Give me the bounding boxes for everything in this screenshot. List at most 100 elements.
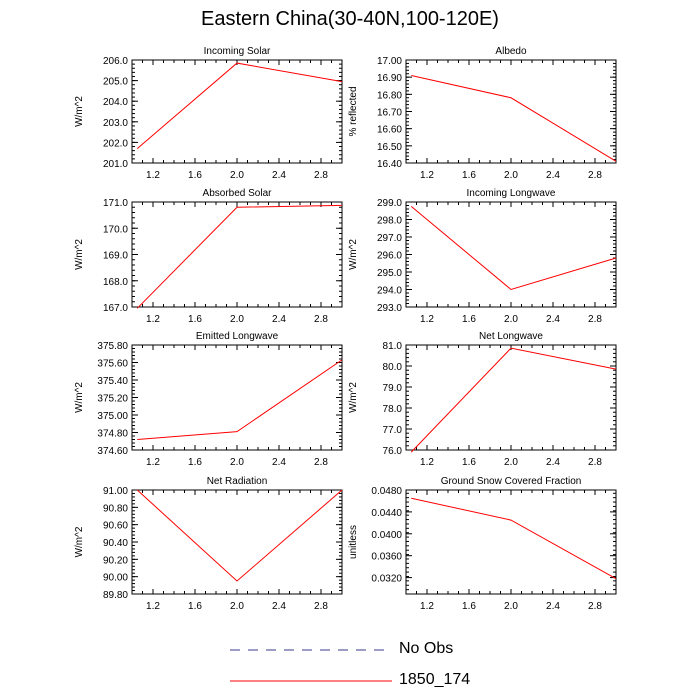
y-tick-label: 375.20 bbox=[97, 394, 128, 405]
y-tick-label: 90.00 bbox=[103, 573, 128, 584]
y-tick-label: 293.0 bbox=[377, 303, 402, 314]
series-line-1850-174 bbox=[410, 205, 617, 291]
x-tick-label: 2.0 bbox=[504, 314, 518, 325]
panel-frame-emitted-longwave bbox=[131, 344, 343, 451]
y-axis-label-ground-snow-covered-fraction: unitless bbox=[348, 525, 359, 559]
x-tick-label: 1.2 bbox=[146, 601, 160, 612]
series-line-1850-174 bbox=[136, 489, 343, 582]
y-tick-label: 202.0 bbox=[103, 138, 128, 149]
figure-title: Eastern China(30-40N,100-120E) bbox=[201, 8, 499, 30]
y-tick-label: 203.0 bbox=[103, 118, 128, 129]
panel-frame-net-radiation bbox=[131, 489, 343, 595]
y-tick-label: 375.40 bbox=[97, 376, 128, 387]
x-tick-label: 2.4 bbox=[272, 314, 286, 325]
panel-frame-incoming-longwave bbox=[405, 201, 617, 308]
y-tick-label: 204.0 bbox=[103, 97, 128, 108]
y-tick-label: 90.60 bbox=[103, 521, 128, 532]
y-tick-label: 0.0400 bbox=[371, 530, 402, 541]
x-tick-label: 1.2 bbox=[146, 314, 160, 325]
y-axis-label-incoming-longwave: W/m^2 bbox=[348, 239, 359, 270]
y-tick-label: 16.60 bbox=[377, 125, 402, 136]
x-tick-label: 2.8 bbox=[588, 457, 602, 468]
y-tick-label: 295.0 bbox=[377, 268, 402, 279]
y-tick-label: 298.0 bbox=[377, 216, 402, 227]
x-tick-label: 2.8 bbox=[314, 314, 328, 325]
y-tick-label: 76.0 bbox=[383, 446, 403, 457]
panel-title-incoming-longwave: Incoming Longwave bbox=[467, 188, 556, 199]
x-tick-label: 1.6 bbox=[462, 457, 476, 468]
y-tick-label: 0.0320 bbox=[371, 574, 402, 585]
series-line-1850-174 bbox=[411, 74, 617, 162]
x-tick-label: 2.0 bbox=[504, 170, 518, 181]
panel-title-incoming-solar: Incoming Solar bbox=[204, 46, 271, 57]
y-tick-label: 78.0 bbox=[383, 404, 403, 415]
x-tick-label: 2.0 bbox=[230, 314, 244, 325]
x-tick-label: 1.2 bbox=[420, 314, 434, 325]
series-line-1850-174 bbox=[136, 204, 343, 309]
panel-title-absorbed-solar: Absorbed Solar bbox=[203, 188, 273, 199]
y-axis-label-incoming-solar: W/m^2 bbox=[74, 96, 85, 127]
x-tick-label: 2.0 bbox=[504, 601, 518, 612]
panel-title-ground-snow-covered-fraction: Ground Snow Covered Fraction bbox=[441, 476, 582, 487]
y-tick-label: 79.0 bbox=[383, 383, 403, 394]
y-axis-label-absorbed-solar: W/m^2 bbox=[74, 239, 85, 270]
y-tick-label: 299.0 bbox=[377, 198, 402, 209]
x-tick-label: 2.0 bbox=[230, 457, 244, 468]
x-tick-label: 2.8 bbox=[314, 170, 328, 181]
x-tick-label: 1.6 bbox=[462, 170, 476, 181]
y-axis-label-albedo: % reflected bbox=[348, 86, 359, 136]
y-tick-label: 171.0 bbox=[103, 198, 128, 209]
y-tick-label: 90.80 bbox=[103, 503, 128, 514]
x-tick-label: 2.4 bbox=[546, 457, 560, 468]
x-tick-label: 1.6 bbox=[462, 314, 476, 325]
x-tick-label: 1.6 bbox=[188, 170, 202, 181]
y-tick-label: 170.0 bbox=[103, 224, 128, 235]
y-tick-label: 0.0480 bbox=[371, 486, 402, 497]
series-line-1850-174 bbox=[136, 62, 343, 149]
y-tick-label: 375.60 bbox=[97, 359, 128, 370]
y-tick-label: 0.0360 bbox=[371, 552, 402, 563]
y-tick-label: 206.0 bbox=[103, 56, 128, 67]
x-tick-label: 1.6 bbox=[188, 601, 202, 612]
x-tick-label: 2.4 bbox=[272, 170, 286, 181]
y-tick-label: 205.0 bbox=[103, 77, 128, 88]
y-tick-label: 16.50 bbox=[377, 142, 402, 153]
y-tick-label: 167.0 bbox=[103, 303, 128, 314]
x-tick-label: 2.4 bbox=[546, 314, 560, 325]
y-tick-label: 374.80 bbox=[97, 429, 128, 440]
x-tick-label: 2.0 bbox=[230, 170, 244, 181]
y-tick-label: 296.0 bbox=[377, 251, 402, 262]
panel-frame-ground-snow-covered-fraction bbox=[405, 489, 617, 595]
x-tick-label: 2.4 bbox=[546, 601, 560, 612]
panel-title-net-longwave: Net Longwave bbox=[479, 331, 543, 342]
panel-frame-absorbed-solar bbox=[131, 201, 343, 308]
y-tick-label: 91.00 bbox=[103, 486, 128, 497]
panel-title-albedo: Albedo bbox=[495, 46, 527, 57]
y-axis-label-net-radiation: W/m^2 bbox=[74, 526, 85, 557]
series-line-1850-174 bbox=[411, 497, 617, 580]
y-tick-label: 17.00 bbox=[377, 56, 402, 67]
x-tick-label: 2.8 bbox=[314, 601, 328, 612]
y-tick-label: 90.40 bbox=[103, 538, 128, 549]
y-tick-label: 374.60 bbox=[97, 446, 128, 457]
x-tick-label: 1.6 bbox=[188, 314, 202, 325]
y-tick-label: 90.20 bbox=[103, 555, 128, 566]
y-tick-label: 169.0 bbox=[103, 251, 128, 262]
panel-frame-net-longwave bbox=[405, 344, 617, 451]
x-tick-label: 1.2 bbox=[146, 170, 160, 181]
series-line-1850-174 bbox=[137, 359, 343, 440]
x-tick-label: 1.6 bbox=[188, 457, 202, 468]
panel-title-emitted-longwave: Emitted Longwave bbox=[196, 331, 279, 342]
x-tick-label: 1.2 bbox=[420, 170, 434, 181]
x-tick-label: 2.4 bbox=[546, 170, 560, 181]
y-tick-label: 77.0 bbox=[383, 425, 403, 436]
panel-frame-albedo bbox=[405, 59, 617, 164]
y-tick-label: 80.0 bbox=[383, 362, 403, 373]
x-tick-label: 1.6 bbox=[462, 601, 476, 612]
x-tick-label: 1.2 bbox=[146, 457, 160, 468]
x-tick-label: 2.0 bbox=[504, 457, 518, 468]
y-tick-label: 16.40 bbox=[377, 159, 402, 170]
x-tick-label: 2.4 bbox=[272, 457, 286, 468]
x-tick-label: 1.2 bbox=[420, 457, 434, 468]
